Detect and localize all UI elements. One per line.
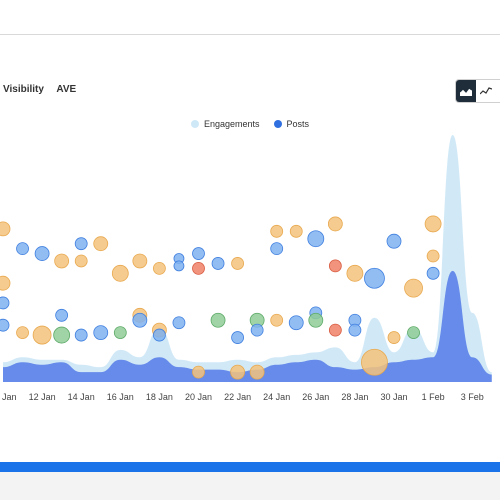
post-bubble[interactable] [93,236,109,252]
post-bubble[interactable] [307,230,325,248]
post-bubble[interactable] [16,242,29,256]
post-bubble[interactable] [132,312,148,328]
chart-plot: 10 Jan 12 Jan 14 Jan 16 Jan 18 Jan 20 Jan 22 J… [0,135,492,402]
x-tick-label: 20 Jan [185,392,212,402]
area-series [3,135,492,382]
metric-tabs: Visibility AVE [3,84,86,95]
post-bubble[interactable] [231,331,245,344]
post-bubble[interactable] [327,216,343,232]
x-tick-label: 12 Jan [29,392,56,402]
x-tick-label: 3 Feb [461,392,484,402]
x-tick-label: 30 Jan [380,392,407,402]
post-bubble[interactable] [231,257,245,270]
post-bubble[interactable] [270,313,284,327]
post-bubble[interactable] [270,242,284,256]
x-tick-label: 26 Jan [302,392,329,402]
post-bubble[interactable] [348,323,362,337]
x-tick-label: 1 Feb [422,392,445,402]
line-chart-icon [480,87,492,95]
post-bubble[interactable] [192,365,205,379]
post-bubble[interactable] [249,364,265,380]
post-bubble[interactable] [386,233,402,249]
x-tick-label: 24 Jan [263,392,290,402]
post-bubble[interactable] [192,261,205,275]
post-bubble[interactable] [93,325,109,341]
post-bubble[interactable] [288,315,304,331]
area-posts[interactable] [3,270,492,382]
legend-swatch-engagements [190,120,199,128]
post-bubble[interactable] [111,264,129,282]
x-tick-label: 22 Jan [224,392,251,402]
post-bubble[interactable] [211,257,225,270]
post-bubble[interactable] [152,328,166,342]
post-bubble[interactable] [364,267,385,289]
post-bubble[interactable] [16,326,29,340]
post-bubble[interactable] [173,260,185,272]
chart-legend: Engagements Posts [0,117,500,131]
post-bubble[interactable] [74,254,88,268]
post-bubble[interactable] [132,253,148,269]
post-bubble[interactable] [328,259,342,273]
top-bar [0,0,500,35]
x-tick-label: 10 Jan [0,392,17,402]
post-bubble[interactable] [54,253,70,269]
bubble-series [0,215,442,380]
post-bubble[interactable] [113,326,127,340]
post-bubble[interactable] [346,264,364,282]
post-bubble[interactable] [53,326,71,344]
post-bubble[interactable] [74,237,88,251]
line-chart-button[interactable] [476,80,496,102]
post-bubble[interactable] [270,224,284,238]
post-bubble[interactable] [308,312,324,328]
post-bubble[interactable] [152,261,166,275]
post-bubble[interactable] [426,266,440,280]
post-bubble[interactable] [0,318,10,332]
post-bubble[interactable] [289,224,303,238]
post-bubble[interactable] [32,325,52,345]
tab-ave[interactable]: AVE [56,84,77,95]
area-chart-icon [460,87,472,96]
x-tick-label: 18 Jan [146,392,173,402]
post-bubble[interactable] [361,348,388,376]
x-axis-ticks: 10 Jan 12 Jan 14 Jan 16 Jan 18 Jan 20 Jan 22 J… [0,392,484,402]
legend-label-posts: Posts [286,119,310,129]
area-chart-button[interactable] [456,80,476,102]
post-bubble[interactable] [0,221,11,237]
post-bubble[interactable] [407,326,420,340]
legend-item-posts[interactable]: Posts [273,117,310,131]
post-bubble[interactable] [230,364,246,380]
x-tick-label: 28 Jan [341,392,368,402]
post-bubble[interactable] [387,331,401,344]
legend-label-engagements: Engagements [203,119,260,129]
post-bubble[interactable] [55,308,69,322]
post-bubble[interactable] [424,215,442,233]
post-bubble[interactable] [250,323,264,337]
legend-item-engagements[interactable]: Engagements [190,117,260,131]
post-bubble[interactable] [192,247,205,260]
post-bubble[interactable] [426,249,440,263]
post-bubble[interactable] [172,316,186,330]
post-bubble[interactable] [404,278,423,298]
post-bubble[interactable] [328,323,342,337]
x-tick-label: 14 Jan [68,392,95,402]
post-bubble[interactable] [34,246,50,261]
chart-type-toggle [455,79,500,103]
tab-visibility[interactable]: Visibility [3,84,44,95]
post-bubble[interactable] [74,328,88,342]
legend-swatch-posts [273,120,282,128]
post-bubble[interactable] [0,296,10,310]
post-bubble[interactable] [210,312,226,328]
bottom-accent-bar [0,462,500,472]
footer-area [0,472,500,500]
x-tick-label: 16 Jan [107,392,134,402]
post-bubble[interactable] [0,275,11,291]
